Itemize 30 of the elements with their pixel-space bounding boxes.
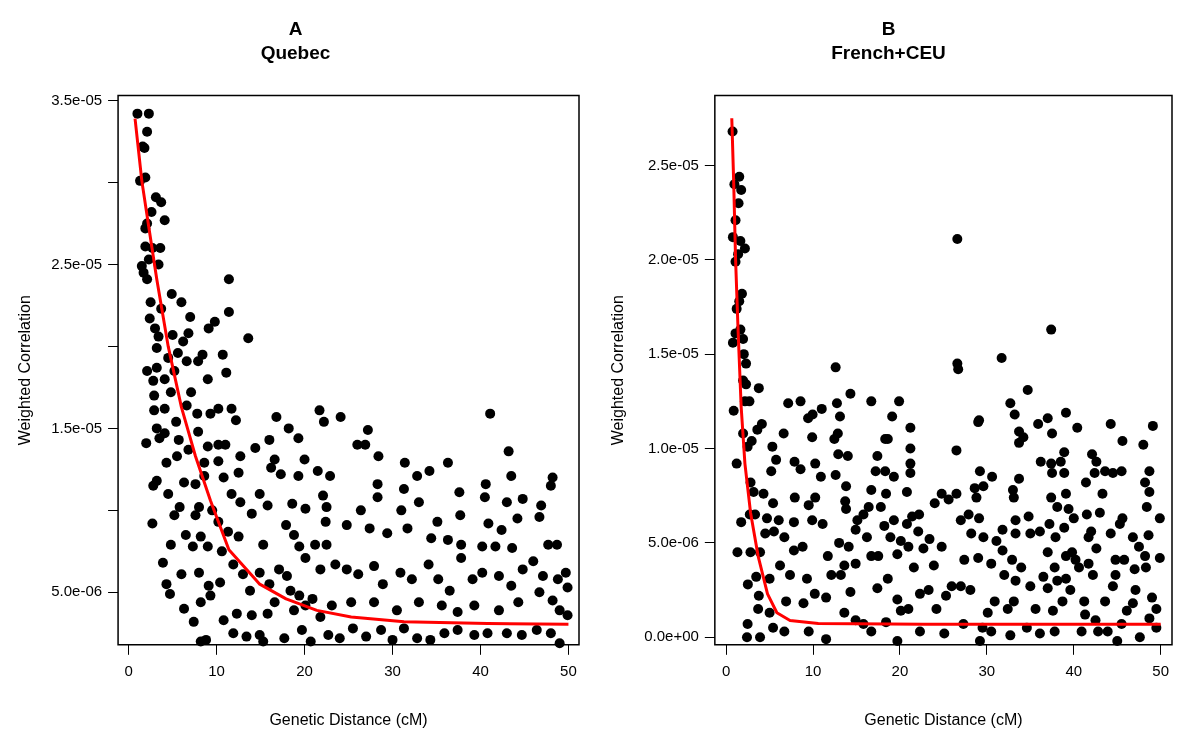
x-tick-label: 10 <box>804 661 822 679</box>
x-tick-label: 0 <box>721 661 731 679</box>
y-tick-label: 2.5e-05 <box>51 254 103 272</box>
chart-title: A <box>288 17 303 39</box>
x-tick-label: 20 <box>296 661 313 679</box>
x-tick-label: 0 <box>124 661 133 679</box>
x-tick-label: 40 <box>472 661 489 679</box>
x-tick-label: 50 <box>1152 661 1170 679</box>
y-tick-label: 5.0e-06 <box>51 582 103 600</box>
chart-subtitle: Quebec <box>260 42 331 64</box>
y-tick-label: 2.0e-05 <box>647 249 699 267</box>
chart-title: B <box>881 17 896 39</box>
x-tick-label: 20 <box>891 661 909 679</box>
y-axis-title: Weighted Correlation <box>16 295 34 446</box>
chart-subtitle: French+CEU <box>831 42 946 64</box>
y-axis-title: Weighted Correlation <box>609 295 627 446</box>
y-tick-label: 3.5e-05 <box>51 90 103 108</box>
x-tick-label: 30 <box>384 661 401 679</box>
x-tick-label: 40 <box>1065 661 1083 679</box>
y-tick-label: 5.0e-06 <box>647 533 699 551</box>
y-tick-label: 1.0e-05 <box>647 438 699 456</box>
x-axis-title: Genetic Distance (cM) <box>269 710 428 728</box>
x-tick-label: 50 <box>560 661 577 679</box>
y-tick-label: 0.0e+00 <box>644 627 699 645</box>
x-tick-label: 10 <box>208 661 225 679</box>
y-tick-label: 1.5e-05 <box>647 344 699 362</box>
y-tick-label: 2.5e-05 <box>647 155 699 173</box>
x-axis-title: Genetic Distance (cM) <box>864 710 1023 728</box>
y-tick-label: 1.5e-05 <box>51 418 103 436</box>
x-tick-label: 30 <box>978 661 996 679</box>
